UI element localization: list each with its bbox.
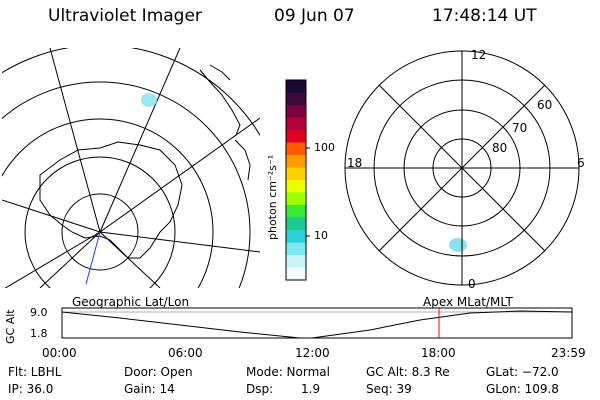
colorbar-swatch (286, 80, 306, 93)
timeline-x-tick-0000: 00:00 (42, 346, 77, 360)
status-door: Door: Open (124, 365, 193, 379)
timeline-left-label: Geographic Lat/Lon (72, 295, 190, 309)
time-label: 17:48:14 UT (432, 6, 537, 26)
colorbar-swatch (286, 192, 306, 206)
mlt-label-18: 18 (347, 156, 363, 170)
timeline-y-tick-bottom: 1.8 (30, 327, 48, 340)
lat-label-60: 60 (537, 98, 553, 112)
mlt-label-0: 0 (468, 277, 476, 291)
colorbar-swatch (286, 205, 306, 218)
status-gain: Gain: 14 (124, 382, 175, 396)
lat-label-80: 80 (492, 141, 508, 155)
status-ip: IP: 36.0 (8, 382, 54, 396)
colorbar-swatch (286, 105, 306, 118)
mlt-label-12: 12 (471, 48, 487, 62)
status-mode: Mode: Normal (246, 365, 330, 379)
timeline-x-tick-1200: 12:00 (295, 346, 330, 360)
timeline-x-tick-0600: 06:00 (168, 346, 203, 360)
colorbar-tick-100: 100 (314, 141, 335, 154)
colorbar-swatch (286, 180, 306, 193)
status-dsp-value: 1.9 (301, 382, 321, 396)
colorbar-swatch (286, 142, 306, 156)
timeline-y-axis-label: GC Alt (4, 309, 17, 344)
colorbar (286, 80, 306, 281)
status-dsp-label: Dsp: (246, 382, 274, 396)
timeline-x-tick-2359: 23:59 (551, 346, 586, 360)
colorbar-swatch (286, 267, 306, 281)
colorbar-swatch (286, 230, 306, 243)
colorbar-tick-10: 10 (314, 229, 328, 242)
date-label: 09 Jun 07 (274, 6, 355, 26)
mlt-polar-plot (344, 50, 580, 286)
colorbar-swatch (286, 167, 306, 181)
aurora-spot-map (141, 93, 157, 107)
colorbar-swatch (286, 155, 306, 168)
status-glon: GLon: 109.8 (486, 382, 559, 396)
timeline-right-label: Apex MLat/MLT (423, 295, 513, 309)
timeline-x-tick-1800: 18:00 (421, 346, 456, 360)
colorbar-swatch (286, 92, 306, 106)
colorbar-swatch (286, 217, 306, 231)
colorbar-swatch (286, 255, 306, 268)
colorbar-swatch (286, 117, 306, 131)
mlt-label-6: 6 (577, 156, 585, 170)
status-gc-alt: GC Alt: 8.3 Re (366, 365, 450, 379)
colorbar-unit-label: photon cm⁻²s⁻¹ (266, 154, 279, 240)
lat-label-70: 70 (512, 121, 528, 135)
colorbar-swatch (286, 242, 306, 256)
status-glat: GLat: −72.0 (486, 365, 559, 379)
status-seq: Seq: 39 (366, 382, 412, 396)
instrument-title: Ultraviolet Imager (48, 6, 202, 26)
aurora-spot-mlt (449, 238, 467, 252)
timeline-y-tick-top: 9.0 (30, 306, 48, 319)
status-filter: Flt: LBHL (8, 365, 62, 379)
colorbar-swatch (286, 130, 306, 143)
